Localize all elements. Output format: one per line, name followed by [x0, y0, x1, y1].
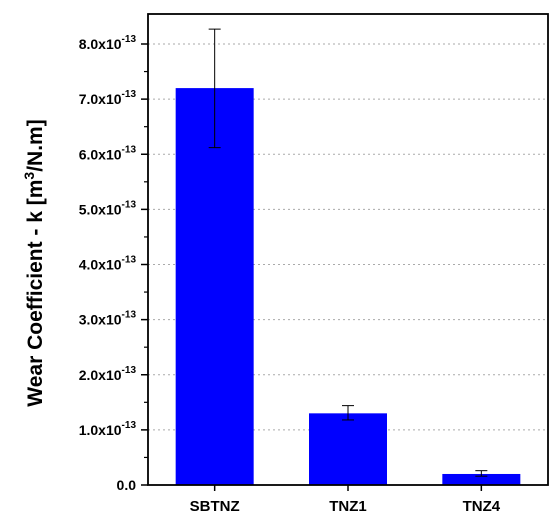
y-tick-label: 3.0x10-13 [79, 310, 137, 328]
x-tick-label: TNZ1 [329, 498, 367, 515]
y-tick-label: 6.0x10-13 [79, 144, 137, 162]
y-tick-label: 8.0x10-13 [79, 34, 137, 52]
bar-tnz4 [442, 473, 521, 485]
y-tick-label: 2.0x10-13 [79, 365, 137, 383]
bar-tnz1 [309, 413, 387, 485]
y-tick-label: 0.0 [117, 477, 137, 493]
y-axis-title-exponent: 3 [21, 172, 37, 180]
y-tick-labels: 0.0 1.0x10-13 2.0x10-13 3.0x10-13 4.0x10-13 5… [79, 34, 137, 493]
y-axis-title-suffix: /N.m] [24, 119, 47, 172]
y-tick-label: 7.0x10-13 [79, 89, 137, 107]
axes [141, 13, 549, 491]
y-tick-label: 4.0x10-13 [79, 255, 137, 273]
x-tick-label: TNZ4 [463, 498, 501, 515]
x-tick-label: SBTNZ [190, 498, 240, 515]
x-tick-labels: SBTNZ TNZ1 TNZ4 [190, 498, 501, 515]
y-axis-title-prefix: Wear Coefficient - k [m [24, 180, 47, 407]
y-tick-label: 5.0x10-13 [79, 199, 137, 217]
bars [175, 88, 521, 485]
plot-frame [147, 13, 549, 486]
error-bars [208, 28, 488, 477]
y-axis-title: Wear Coefficient - k [m3/N.m] [21, 119, 47, 406]
bar-sbtnz [175, 88, 254, 485]
y-tick-label: 1.0x10-13 [79, 420, 137, 438]
